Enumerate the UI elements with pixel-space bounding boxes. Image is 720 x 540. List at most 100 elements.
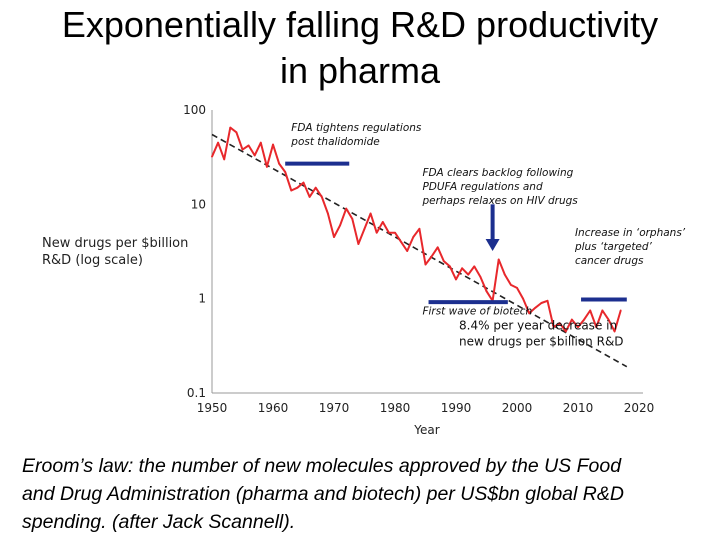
data-point — [375, 231, 378, 234]
trend-label: new drugs per $billion R&D — [459, 335, 624, 349]
data-point — [302, 181, 305, 184]
data-point — [473, 265, 476, 268]
data-point — [455, 278, 457, 281]
data-point — [424, 263, 427, 266]
data-point — [259, 141, 262, 144]
data-point — [540, 302, 543, 304]
series-layer — [211, 126, 622, 333]
data-point — [583, 318, 585, 321]
data-point — [436, 246, 439, 249]
data-point — [217, 141, 220, 144]
y-axis-label-line-1: New drugs per $billion — [42, 236, 188, 251]
caption-line-2: and Drug Administration (pharma and biot… — [22, 483, 624, 505]
data-point — [503, 273, 506, 276]
data-point — [467, 273, 470, 276]
x-axis-label: Year — [413, 423, 439, 437]
data-point — [278, 162, 280, 165]
annotation-0: FDA tightens regulations post thalidomide — [285, 122, 422, 166]
data-point — [211, 155, 213, 158]
annotation-text: post thalidomide — [290, 136, 379, 148]
y-tick-label: 100 — [183, 103, 206, 117]
data-point — [497, 258, 500, 261]
data-point — [607, 318, 610, 321]
data-point — [388, 231, 390, 234]
x-tick-labels: 1950 1960 1970 1980 1990 2000 2010 2020 — [197, 401, 655, 415]
data-point — [510, 283, 512, 286]
figure-caption: Eroom’s law: the number of new molecules… — [22, 452, 712, 536]
y-tick-labels: 100 10 1 0.1 — [183, 103, 206, 400]
data-point — [619, 309, 622, 312]
x-tick-label: 1950 — [197, 401, 228, 415]
data-point — [430, 255, 433, 258]
data-point — [558, 322, 561, 325]
caption-line-1: Eroom’s law: the number of new molecules… — [22, 455, 622, 477]
x-tick-label: 1970 — [319, 401, 350, 415]
data-point — [400, 240, 402, 243]
data-point — [613, 330, 616, 333]
data-point — [369, 212, 372, 215]
data-point — [442, 260, 445, 263]
data-point — [534, 306, 537, 309]
data-point — [412, 236, 415, 238]
data-point — [381, 221, 384, 223]
data-point — [357, 243, 360, 245]
annotation-text: plus ‘targeted’ — [574, 241, 653, 253]
annotation-text: perhaps relaxes on HIV drugs — [421, 195, 578, 207]
data-point — [272, 143, 274, 146]
data-point — [552, 326, 555, 328]
data-point — [327, 212, 329, 215]
trend-label: 8.4% per year decrease in — [459, 319, 617, 333]
data-point — [546, 299, 549, 302]
data-point — [235, 131, 238, 134]
x-tick-label: 2000 — [502, 401, 533, 415]
data-point — [522, 297, 524, 300]
annotation-text: FDA tightens regulations — [291, 122, 422, 134]
annotation-text: cancer drugs — [575, 255, 644, 267]
data-point — [589, 309, 592, 312]
data-point — [528, 312, 531, 315]
annotation-layer: FDA tightens regulations post thalidomide… — [285, 122, 686, 349]
data-point — [308, 195, 311, 198]
data-point — [229, 126, 232, 129]
annotation-text: PDUFA regulations and — [422, 181, 543, 193]
data-point — [571, 318, 573, 321]
y-tick-label: 10 — [191, 197, 206, 211]
data-point — [479, 276, 482, 278]
slide-title-line-1: Exponentially falling R&D productivity — [61, 4, 659, 45]
data-point — [266, 165, 268, 168]
data-point — [333, 236, 335, 238]
x-tick-label: 2010 — [563, 401, 594, 415]
data-point — [290, 189, 293, 192]
x-tick-label: 1990 — [441, 401, 472, 415]
data-point — [345, 207, 348, 210]
caption-line-3: spending. (after Jack Scannell). — [22, 511, 296, 533]
annotation-text: First wave of biotech — [422, 305, 532, 317]
data-point — [601, 309, 604, 312]
data-point — [449, 265, 451, 268]
data-point — [461, 267, 463, 270]
x-tick-label: 2020 — [624, 401, 655, 415]
x-tick-label: 1980 — [380, 401, 411, 415]
slide-title-line-2: in pharma — [279, 50, 441, 91]
data-point — [351, 218, 354, 220]
data-point — [223, 158, 226, 161]
annotation-2: First wave of biotech — [422, 300, 532, 317]
data-point — [247, 144, 250, 147]
data-point — [296, 186, 299, 189]
data-point — [284, 171, 287, 173]
data-point — [418, 227, 421, 230]
data-point — [339, 224, 341, 227]
x-tick-label: 1960 — [258, 401, 289, 415]
annotation-3: Increase in ‘orphans’ plus ‘targeted’ canc… — [574, 227, 686, 302]
annotation-arrow-head — [485, 239, 500, 252]
y-tick-label: 0.1 — [187, 386, 206, 400]
y-axis-label-line-2: R&D (log scale) — [42, 253, 143, 268]
data-point — [314, 186, 317, 189]
annotation-text: FDA clears backlog following — [422, 167, 573, 179]
series-line-0 — [211, 126, 622, 333]
annotation-1: FDA clears backlog following PDUFA regula… — [421, 167, 578, 252]
data-point — [253, 154, 256, 157]
data-point — [241, 148, 244, 151]
data-point — [485, 290, 488, 293]
data-point — [516, 287, 518, 289]
